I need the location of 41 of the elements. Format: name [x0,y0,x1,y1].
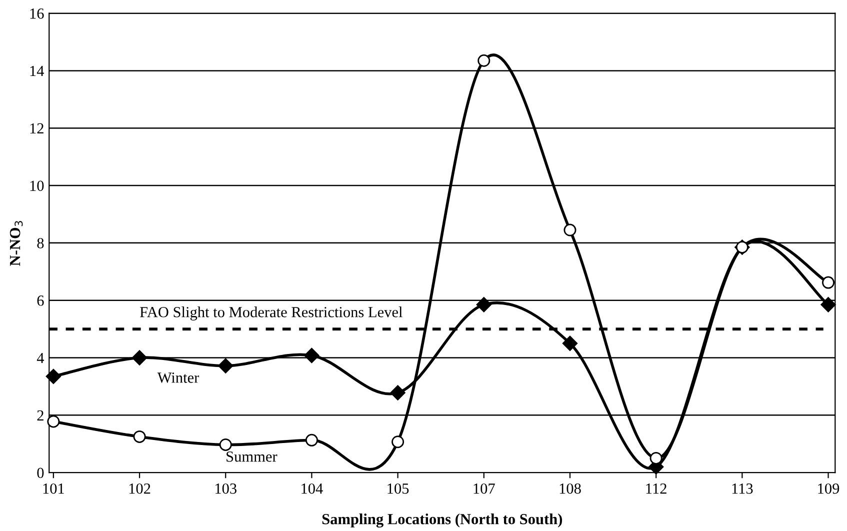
point [822,276,835,289]
x-tick-label: 107 [474,483,495,494]
point [46,368,61,384]
point [47,415,60,428]
y-tick-label: 14 [30,66,44,76]
point [478,54,490,67]
point [476,297,492,312]
x-tick-label: 112 [646,483,666,494]
x-axis-title: Sampling Locations (North to South) [322,514,562,528]
series-label: Winter [157,372,200,383]
point [133,430,146,443]
x-tick-label: 108 [560,483,581,494]
point [562,336,578,351]
x-tick-label: 103 [216,483,236,494]
point [219,438,232,451]
point [650,452,662,464]
x-tick-label: 105 [388,483,409,494]
point [564,224,576,236]
y-tick-label: 2 [37,410,44,420]
series-label: Summer [226,452,278,462]
ref-line-label: FAO Slight to Moderate Restrictions Level [140,306,402,320]
y-tick-label: 4 [36,353,44,364]
point [218,358,234,374]
y-tick-label: 12 [30,123,44,134]
x-tick-label: 113 [732,483,753,494]
y-tick-label: 8 [37,238,44,248]
point [820,297,836,312]
y-tick-label: 10 [30,180,44,191]
x-tick-label: 101 [43,483,64,494]
point [392,436,404,448]
point [390,385,406,400]
x-tick-label: 109 [818,483,840,494]
point [304,348,320,364]
x-tick-label: 104 [302,483,323,494]
y-axis-title: N-NO$_{3}$ [10,221,23,266]
y-tick-label: 6 [37,296,44,306]
x-tick-label: 102 [129,483,150,494]
point [305,434,318,446]
y-tick-label: 16 [30,8,44,19]
point [132,350,148,366]
y-tick-label: 0 [37,468,44,478]
